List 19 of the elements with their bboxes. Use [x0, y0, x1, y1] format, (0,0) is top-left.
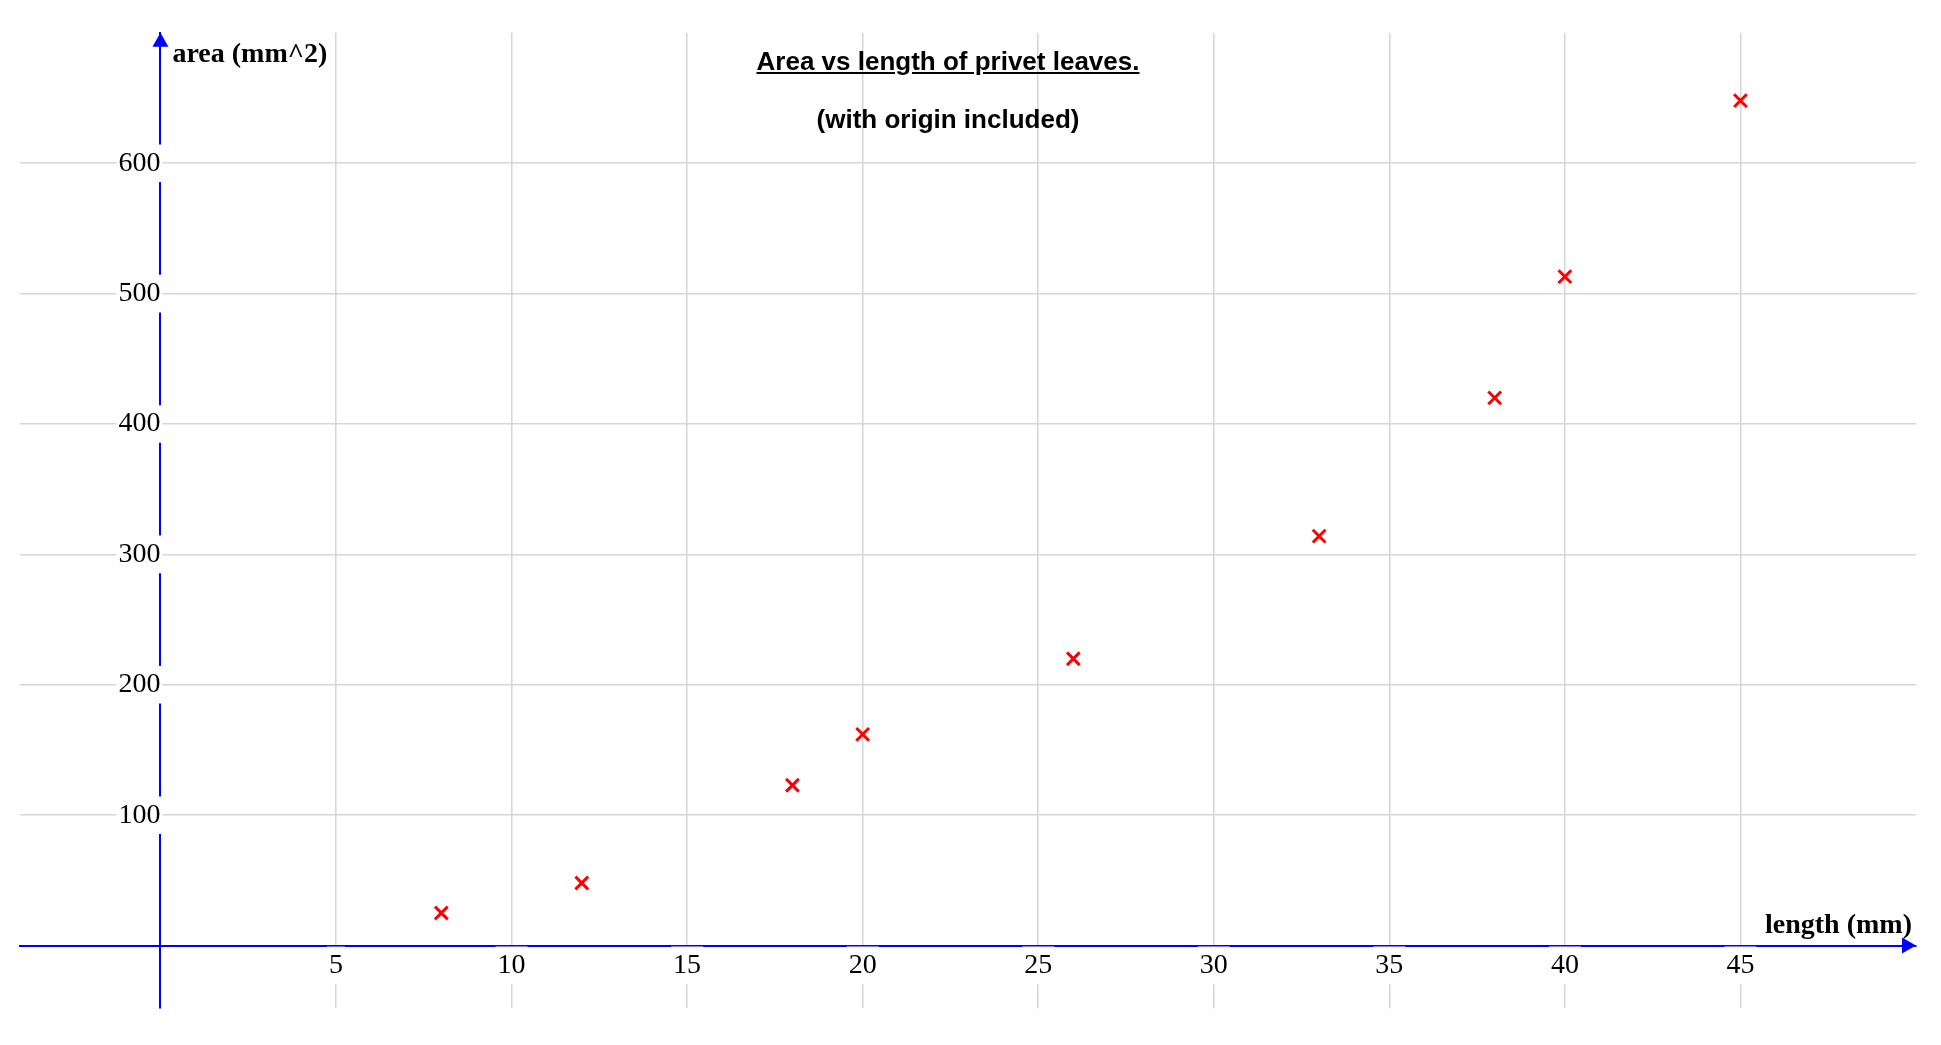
x-tick-label: 35 — [1375, 947, 1404, 979]
y-tick-label: 300 — [118, 536, 161, 568]
x-tick-label: 10 — [497, 947, 526, 979]
x-tick-label: 40 — [1550, 947, 1579, 979]
x-tick-label: 45 — [1726, 947, 1755, 979]
x-tick-label: 25 — [1024, 947, 1053, 979]
x-tick-label: 5 — [329, 947, 343, 979]
x-tick-label: 30 — [1199, 947, 1228, 979]
x-tick-label: 20 — [848, 947, 877, 979]
x-axis-title: length (mm) — [1765, 907, 1912, 939]
y-axis-title: area (mm^2) — [172, 37, 328, 69]
y-tick-label: 600 — [118, 145, 161, 177]
text: Area vs length of privet leaves. — [756, 46, 1140, 76]
y-tick-label: 200 — [118, 667, 161, 699]
y-tick-label: 500 — [118, 275, 161, 307]
y-tick-label: 400 — [118, 406, 161, 438]
y-tick-label: 100 — [118, 797, 161, 829]
x-tick-label: 15 — [673, 947, 702, 979]
text: (with origin included) — [816, 104, 1080, 134]
